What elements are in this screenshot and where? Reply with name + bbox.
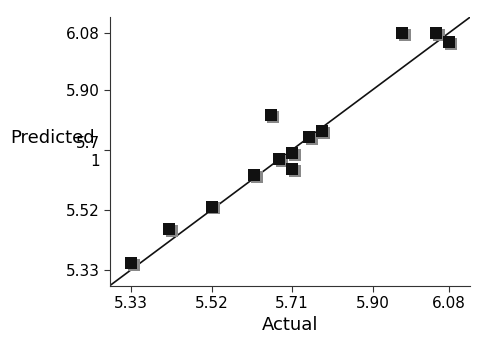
Point	[130, 262, 138, 268]
Point	[270, 114, 278, 120]
Point	[318, 128, 326, 133]
X-axis label: Actual: Actual	[262, 316, 318, 334]
Point	[305, 135, 313, 140]
Point	[398, 30, 406, 36]
Point	[210, 206, 218, 211]
Point	[252, 174, 260, 180]
Point	[290, 168, 298, 173]
Point	[166, 226, 173, 232]
Point	[208, 204, 216, 209]
Point	[320, 130, 328, 136]
Point	[127, 261, 135, 266]
Point	[308, 136, 316, 142]
Point	[288, 166, 296, 171]
Point	[168, 228, 176, 233]
Point	[288, 150, 296, 156]
Text: Predicted: Predicted	[10, 129, 94, 147]
Point	[445, 40, 453, 45]
Point	[278, 158, 286, 164]
Point	[432, 30, 440, 36]
Point	[434, 32, 442, 37]
Point	[290, 152, 298, 158]
Point	[448, 42, 456, 47]
Point	[267, 112, 275, 118]
Point	[250, 172, 258, 178]
Point	[401, 32, 409, 37]
Point	[276, 157, 283, 162]
